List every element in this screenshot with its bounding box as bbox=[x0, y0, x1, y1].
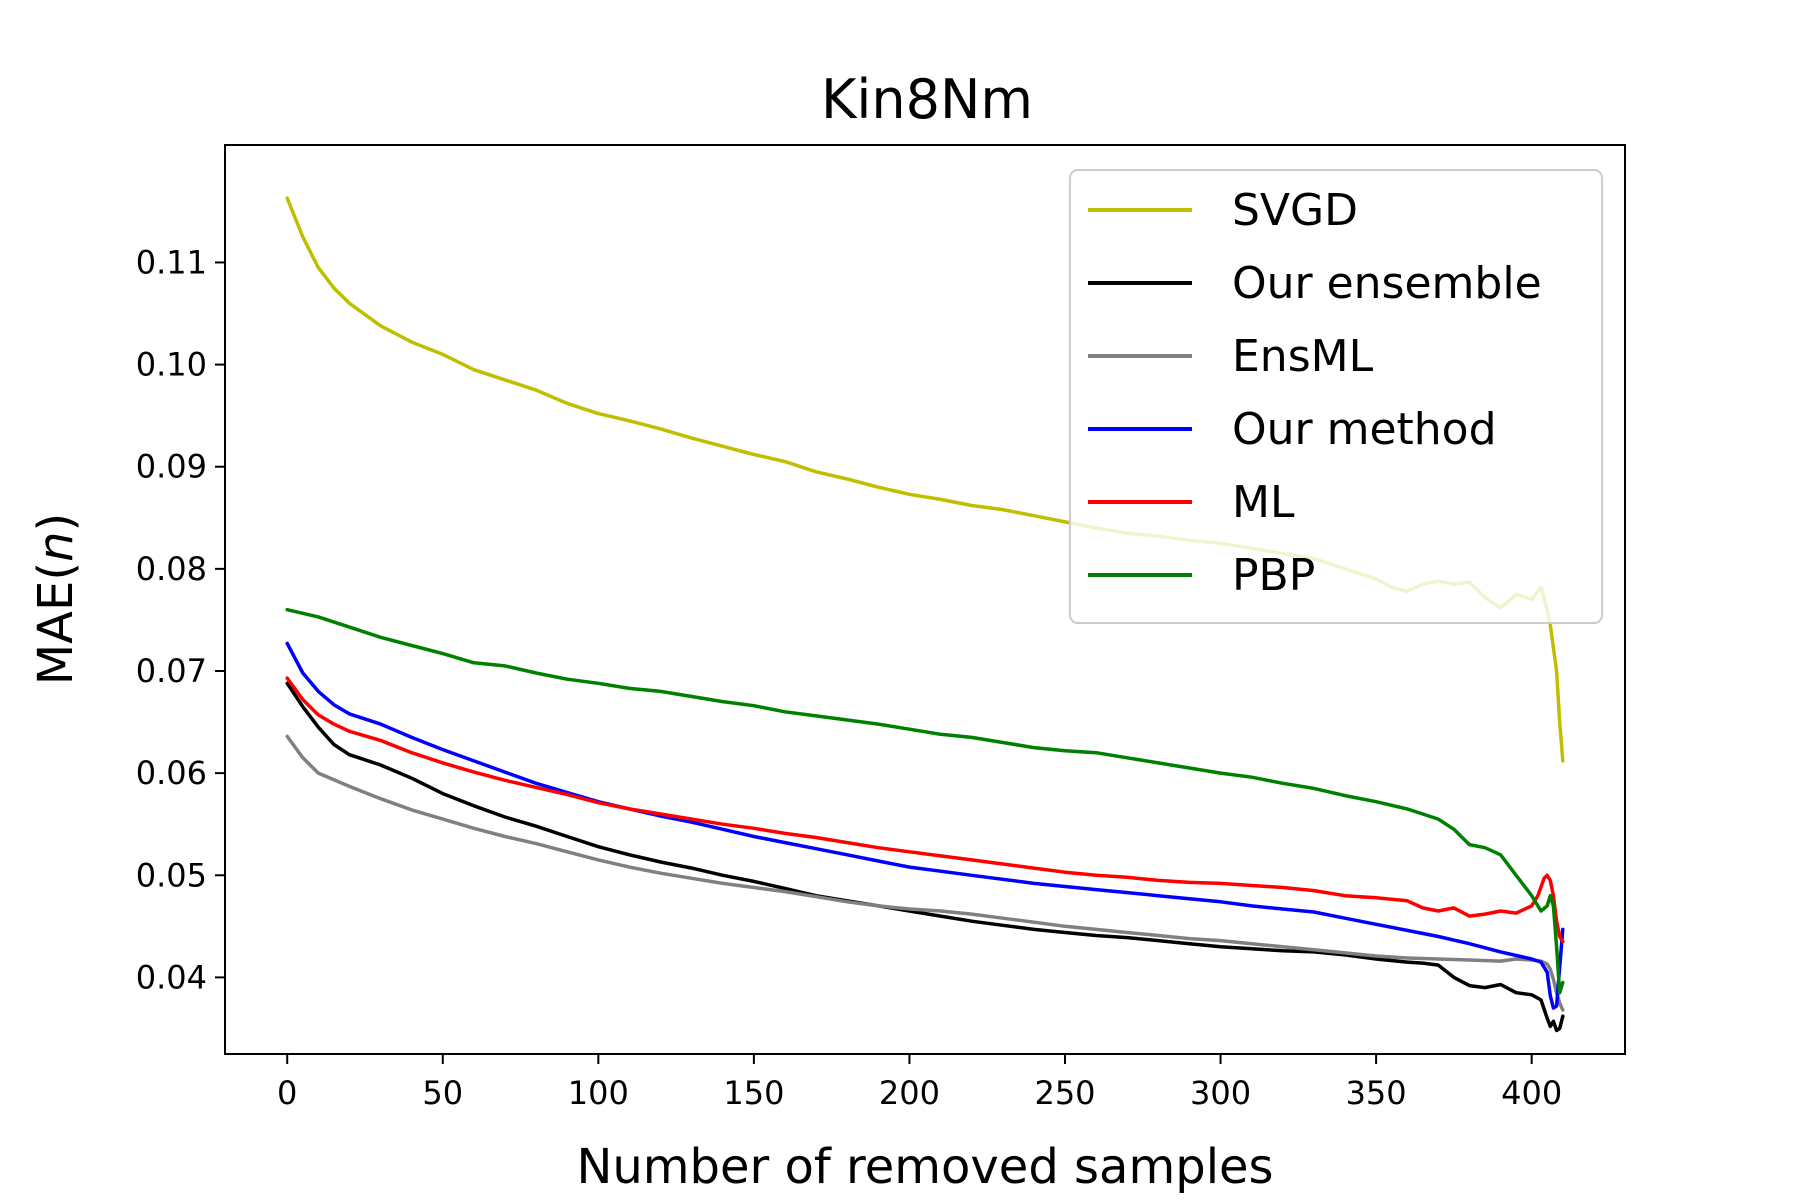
series-line-our-method bbox=[285, 641, 1565, 1010]
y-tick-label: 0.08 bbox=[136, 550, 207, 588]
legend-label-our-method: Our method bbox=[1232, 404, 1497, 455]
x-tick-label: 250 bbox=[1034, 1074, 1095, 1112]
y-axis-label-variable: n bbox=[28, 532, 84, 562]
plot-area bbox=[224, 144, 1626, 1055]
y-tick-label: 0.11 bbox=[136, 243, 207, 281]
x-axis-ticks: 0 50 100 150 200 250 300 350 400 bbox=[277, 1054, 1562, 1112]
x-tick-label: 0 bbox=[277, 1074, 297, 1112]
legend: SVGD Our ensemble EnsML Our method ML PBP bbox=[1069, 169, 1603, 624]
legend-label-svgd: SVGD bbox=[1232, 185, 1358, 236]
y-tick-label: 0.10 bbox=[136, 346, 207, 384]
series-layer bbox=[285, 196, 1565, 1033]
y-tick-label: 0.09 bbox=[136, 448, 207, 486]
x-tick-label: 150 bbox=[723, 1074, 784, 1112]
x-axis-label: Number of removed samples bbox=[576, 1139, 1273, 1195]
x-tick-label: 400 bbox=[1501, 1074, 1562, 1112]
y-tick-label: 0.04 bbox=[136, 958, 207, 996]
y-axis-label: MAE(n) bbox=[28, 513, 84, 685]
series-line-our-ensemble bbox=[285, 681, 1565, 1033]
x-tick-label: 350 bbox=[1346, 1074, 1407, 1112]
legend-label-ensml: EnsML bbox=[1232, 331, 1374, 382]
y-axis-ticks: 0.04 0.05 0.06 0.07 0.08 0.09 0.10 0.11 bbox=[136, 243, 225, 996]
series-line-ml bbox=[285, 676, 1565, 944]
y-tick-label: 0.05 bbox=[136, 856, 207, 894]
legend-label-ml: ML bbox=[1232, 477, 1295, 528]
x-tick-label: 300 bbox=[1190, 1074, 1251, 1112]
y-axis-label-suffix: ) bbox=[28, 513, 84, 532]
y-tick-label: 0.06 bbox=[136, 754, 207, 792]
x-tick-label: 100 bbox=[568, 1074, 629, 1112]
y-tick-label: 0.07 bbox=[136, 652, 207, 690]
series-line-pbp bbox=[285, 607, 1565, 995]
legend-box bbox=[1069, 169, 1603, 624]
legend-label-pbp: PBP bbox=[1232, 550, 1315, 601]
x-tick-label: 50 bbox=[422, 1074, 463, 1112]
legend-label-our-ensemble: Our ensemble bbox=[1232, 258, 1542, 309]
series-line-ensml bbox=[285, 734, 1565, 1012]
x-tick-label: 200 bbox=[879, 1074, 940, 1112]
chart-title: Kin8Nm bbox=[821, 68, 1033, 131]
y-axis-label-prefix: MAE( bbox=[28, 562, 84, 685]
